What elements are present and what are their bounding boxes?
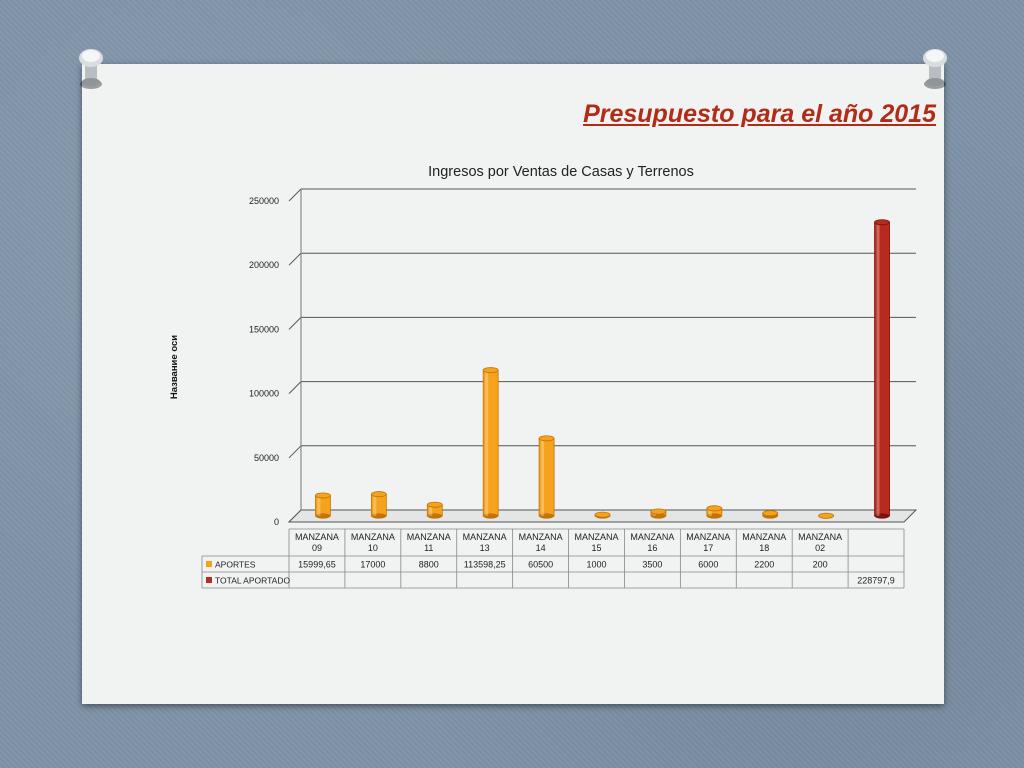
- bar-aportes: [482, 367, 499, 519]
- bar-top: [538, 435, 555, 442]
- x-tick-label: 18: [759, 543, 769, 553]
- bar-highlight: [708, 508, 712, 516]
- y-tick-label: 50000: [254, 453, 279, 463]
- legend-entry: APORTES: [215, 560, 256, 570]
- data-label: 3500: [642, 560, 662, 570]
- x-tick-label: 11: [424, 543, 433, 553]
- bar-top: [874, 219, 890, 226]
- chart-title: Ingresos por Ventas de Casas y Terrenos: [428, 164, 694, 180]
- y-tick-label: 100000: [249, 389, 279, 399]
- bar-highlight: [485, 370, 489, 516]
- data-label: 228797,9: [857, 576, 895, 586]
- slide-title: Presupuesto para el año 2015: [583, 100, 936, 128]
- slide-paper: Presupuesto para el año 2015 Ingresos po…: [82, 64, 944, 704]
- y-tick-label: 250000: [249, 196, 279, 206]
- x-tick-label: 09: [312, 543, 322, 553]
- bar-top: [762, 510, 779, 517]
- x-tick-label: MANZANA: [686, 532, 730, 542]
- bar-top: [650, 508, 667, 515]
- bar-highlight: [429, 504, 433, 516]
- gridline-depth: [288, 445, 302, 459]
- pushpin-icon: [923, 49, 947, 89]
- chart-container: Ingresos por Ventas de Casas y Terrenos Н…: [82, 64, 944, 704]
- gridline-depth: [288, 252, 302, 266]
- bar-aportes: [315, 492, 331, 519]
- bar-base: [650, 513, 666, 519]
- x-tick-label: MANZANA: [519, 532, 563, 542]
- bar-aportes: [818, 512, 835, 519]
- bar-highlight: [373, 494, 377, 516]
- bar-base: [874, 513, 890, 519]
- y-tick-label: 0: [274, 517, 279, 527]
- bar-base: [371, 513, 387, 519]
- bar-top: [706, 505, 723, 512]
- bar-top: [818, 512, 835, 519]
- x-tick-label: 14: [536, 543, 546, 553]
- bar-base: [483, 513, 499, 519]
- legend-swatch: [206, 577, 212, 583]
- bar-highlight: [317, 495, 321, 516]
- x-tick-label: 16: [647, 543, 657, 553]
- data-label: 17000: [360, 560, 385, 570]
- x-tick-label: MANZANA: [295, 532, 339, 542]
- data-label: 113598,25: [464, 560, 506, 570]
- x-tick-label: MANZANA: [407, 532, 451, 542]
- x-tick-label: MANZANA: [742, 532, 786, 542]
- bar-base: [427, 513, 443, 519]
- bar-highlight: [876, 222, 880, 516]
- data-label: 15999,65: [298, 560, 336, 570]
- x-tick-label: MANZANA: [630, 532, 674, 542]
- bar-top: [370, 491, 387, 498]
- x-tick-label: 02: [815, 543, 825, 553]
- gridline-depth: [288, 381, 302, 394]
- x-tick-label: 10: [368, 543, 378, 553]
- bar-top: [426, 501, 443, 508]
- bar-base: [706, 513, 722, 519]
- bar-aportes: [706, 505, 723, 519]
- x-tick-label: 17: [703, 543, 713, 553]
- data-label: 60500: [528, 560, 553, 570]
- data-label: 200: [813, 560, 828, 570]
- bar-chart: Ingresos por Ventas de Casas y Terrenos Н…: [169, 164, 918, 589]
- y-tick-label: 150000: [249, 324, 279, 334]
- y-tick-label: 200000: [249, 260, 279, 270]
- bar-aportes: [650, 508, 667, 519]
- bar-aportes: [426, 501, 443, 519]
- x-tick-label: MANZANA: [463, 532, 507, 542]
- x-tick-label: MANZANA: [798, 532, 842, 542]
- pushpin-icon: [79, 49, 103, 89]
- gridline-depth: [288, 317, 302, 330]
- gridline-depth: [288, 188, 302, 202]
- bar-top: [594, 511, 611, 518]
- bar-aportes: [594, 511, 611, 519]
- bar-aportes: [762, 510, 779, 519]
- bar-aportes: [538, 435, 555, 519]
- data-label: 2200: [754, 560, 774, 570]
- legend-swatch: [206, 561, 212, 567]
- data-label: 1000: [586, 560, 606, 570]
- bar-top: [482, 367, 499, 374]
- data-label: 6000: [698, 560, 718, 570]
- bar-top: [315, 492, 331, 499]
- data-label: 8800: [419, 560, 439, 570]
- x-tick-label: 13: [480, 543, 490, 553]
- bar-highlight: [541, 438, 545, 516]
- legend-entry: TOTAL APORTADO: [215, 576, 290, 586]
- x-tick-label: MANZANA: [574, 532, 618, 542]
- x-tick-label: 15: [591, 543, 601, 553]
- bar-base: [315, 513, 331, 519]
- bar-total: [874, 219, 890, 519]
- bar-base: [539, 513, 555, 519]
- y-axis-label: Название оси: [169, 335, 180, 399]
- bar-aportes: [370, 491, 387, 519]
- x-tick-label: MANZANA: [351, 532, 395, 542]
